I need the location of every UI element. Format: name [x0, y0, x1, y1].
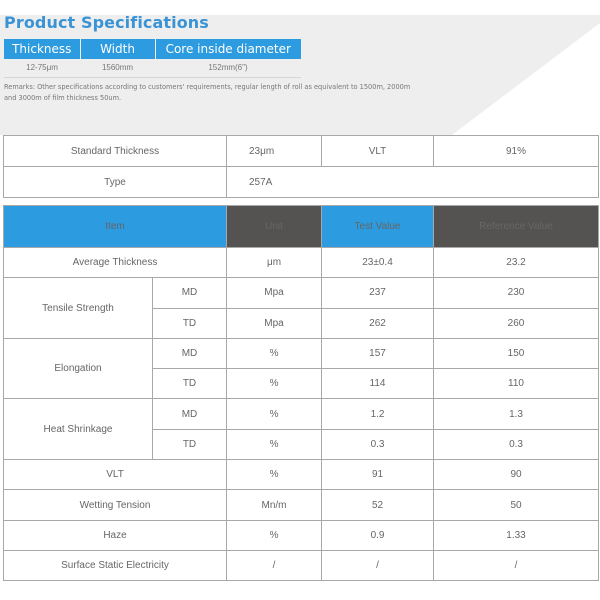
table-row-surface-static: Surface Static Electricity / / / [2, 549, 600, 582]
test-value-cell: 0.9 [321, 519, 435, 551]
test-value-header: Test Value [321, 205, 435, 248]
table-row-average-thickness: Average Thickness μm 23±0.4 23.2 [2, 246, 600, 279]
summary-row-thickness: Standard Thickness 23μm VLT 91% [3, 135, 599, 167]
table-row-wetting-tension: Wetting Tension Mn/m 52 50 [2, 489, 600, 521]
dimension-spec-table: Thickness Width Core inside diameter 12-… [4, 39, 301, 78]
table-row-tensile-md: Tensile Strength MD Mpa 237 230 [3, 277, 600, 339]
page-title: Product Specifications [4, 13, 209, 32]
unit-cell: % [226, 368, 323, 400]
test-value-cell: 262 [321, 307, 435, 339]
reference-value-cell: / [433, 549, 600, 582]
table-row-elongation-md: Elongation MD % 157 150 [3, 337, 600, 400]
item-label: Average Thickness [2, 246, 228, 279]
spec-header-row: Thickness Width Core inside diameter [4, 39, 301, 59]
reference-value-cell: 150 [433, 337, 600, 370]
item-label: Wetting Tension [2, 489, 228, 521]
reference-value-cell: 1.33 [433, 519, 600, 551]
test-value-cell: 157 [321, 337, 435, 370]
test-value-cell: 91 [321, 459, 435, 491]
reference-value-cell: 23.2 [433, 246, 600, 279]
reference-value-cell: 1.3 [433, 398, 600, 430]
table-header-row: Item Unit Test Value Reference Value [2, 205, 600, 248]
unit-cell: Mn/m [226, 489, 323, 521]
unit-cell: Mpa [226, 277, 323, 309]
table-row-elongation-td: TD % 114 110 [4, 368, 600, 400]
reference-value-header: Reference Value [433, 205, 600, 248]
table-row-haze: Haze % 0.9 1.33 [2, 519, 600, 551]
table-row-heat-shrinkage-md: Heat Shrinkage MD % 1.2 1.3 [3, 398, 600, 461]
unit-cell: Mpa [226, 307, 323, 339]
type-label: Type [3, 166, 227, 198]
width-header: Width [80, 39, 156, 59]
thickness-value: 12-75μm [4, 59, 80, 78]
vlt-label: VLT [321, 135, 434, 167]
remarks-text: Remarks: Other specifications according … [4, 83, 411, 102]
core-diameter-value: 152mm(6") [155, 59, 301, 78]
item-label: Heat Shrinkage [3, 398, 153, 461]
vlt-value: 91% [433, 135, 599, 167]
unit-cell: % [226, 398, 323, 430]
summary-row-type: Type 257A [3, 166, 599, 198]
core-diameter-header: Core inside diameter [155, 39, 301, 59]
unit-cell: % [226, 459, 323, 491]
item-label: Surface Static Electricity [2, 549, 228, 582]
thickness-header: Thickness [4, 39, 81, 59]
test-value-cell: 237 [321, 277, 435, 309]
unit-cell: / [226, 549, 323, 582]
item-label: Haze [2, 519, 228, 551]
test-value-cell: 52 [321, 489, 435, 521]
direction-cell: TD [151, 307, 228, 339]
reference-value-cell: 50 [433, 489, 600, 521]
unit-cell: % [226, 428, 323, 461]
direction-cell: MD [151, 398, 228, 430]
test-value-cell: 0.3 [321, 428, 435, 461]
item-label: VLT [2, 459, 228, 491]
table-row-vlt: VLT % 91 90 [2, 459, 600, 491]
type-value: 257A [226, 166, 599, 198]
spec-value-row: 12-75μm 1560mm 152mm(6") [4, 59, 301, 78]
standard-thickness-value: 23μm [226, 135, 322, 167]
item-label: Tensile Strength [3, 277, 153, 339]
test-results-table: Item Unit Test Value Reference Value Ave… [2, 205, 600, 582]
test-value-cell: 1.2 [321, 398, 435, 430]
unit-cell: % [226, 337, 323, 370]
width-value: 1560mm [80, 59, 155, 78]
summary-table: Standard Thickness 23μm VLT 91% Type 257… [3, 135, 599, 198]
item-label: Elongation [3, 337, 153, 400]
test-value-cell: 114 [321, 368, 435, 400]
reference-value-cell: 260 [433, 307, 600, 339]
table-row-tensile-td: TD Mpa 262 260 [4, 307, 600, 339]
reference-value-cell: 110 [433, 368, 600, 400]
direction-cell: TD [151, 368, 228, 400]
unit-cell: μm [226, 246, 323, 279]
reference-value-cell: 90 [433, 459, 600, 491]
unit-header: Unit [226, 205, 323, 248]
test-value-cell: 23±0.4 [321, 246, 435, 279]
reference-value-cell: 230 [433, 277, 600, 309]
standard-thickness-label: Standard Thickness [3, 135, 227, 167]
item-header: Item [2, 205, 228, 248]
direction-cell: TD [151, 428, 228, 461]
unit-cell: % [226, 519, 323, 551]
direction-cell: MD [151, 337, 228, 370]
direction-cell: MD [151, 277, 228, 309]
test-value-cell: / [321, 549, 435, 582]
reference-value-cell: 0.3 [433, 428, 600, 461]
